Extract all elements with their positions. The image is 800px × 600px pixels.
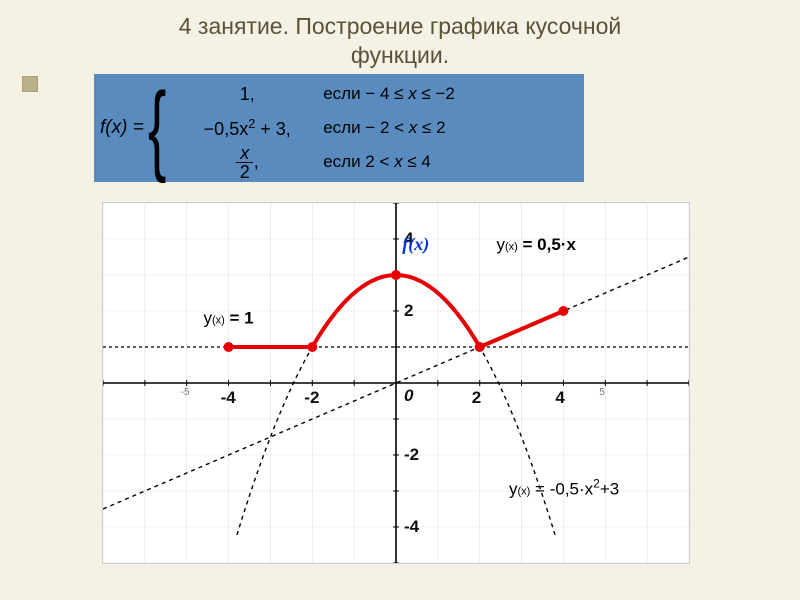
svg-text:-4: -4 bbox=[221, 388, 237, 407]
formula-cases: 1,если − 4 ≤ x ≤ −2−0,5x2 + 3,если − 2 <… bbox=[187, 77, 455, 179]
svg-text:2: 2 bbox=[404, 301, 413, 320]
slide-title: 4 занятие. Построение графика кусочной ф… bbox=[18, 12, 782, 70]
svg-text:y(x) = 0,5·x: y(x) = 0,5·x bbox=[496, 235, 576, 254]
chart: 0-4-224-5542-2-4f(x)y(x) = 1y(x) = 0,5·x… bbox=[102, 202, 690, 564]
svg-text:y(x) = -0,5·x2+3: y(x) = -0,5·x2+3 bbox=[509, 477, 619, 499]
formula-brace: { bbox=[148, 83, 166, 173]
svg-text:y(x) = 1: y(x) = 1 bbox=[203, 309, 253, 328]
decor-square bbox=[22, 76, 38, 92]
svg-text:-2: -2 bbox=[304, 388, 319, 407]
svg-text:0: 0 bbox=[404, 386, 414, 405]
svg-text:f(x): f(x) bbox=[402, 234, 429, 255]
formula-lhs: f(x) = bbox=[100, 117, 144, 139]
svg-text:-4: -4 bbox=[404, 517, 420, 536]
svg-text:4: 4 bbox=[555, 388, 565, 407]
svg-text:2: 2 bbox=[472, 388, 481, 407]
svg-text:-5: -5 bbox=[181, 387, 190, 398]
svg-text:-2: -2 bbox=[404, 445, 419, 464]
svg-text:5: 5 bbox=[599, 387, 605, 398]
formula-box: f(x) = { 1,если − 4 ≤ x ≤ −2−0,5x2 + 3,е… bbox=[94, 74, 584, 182]
